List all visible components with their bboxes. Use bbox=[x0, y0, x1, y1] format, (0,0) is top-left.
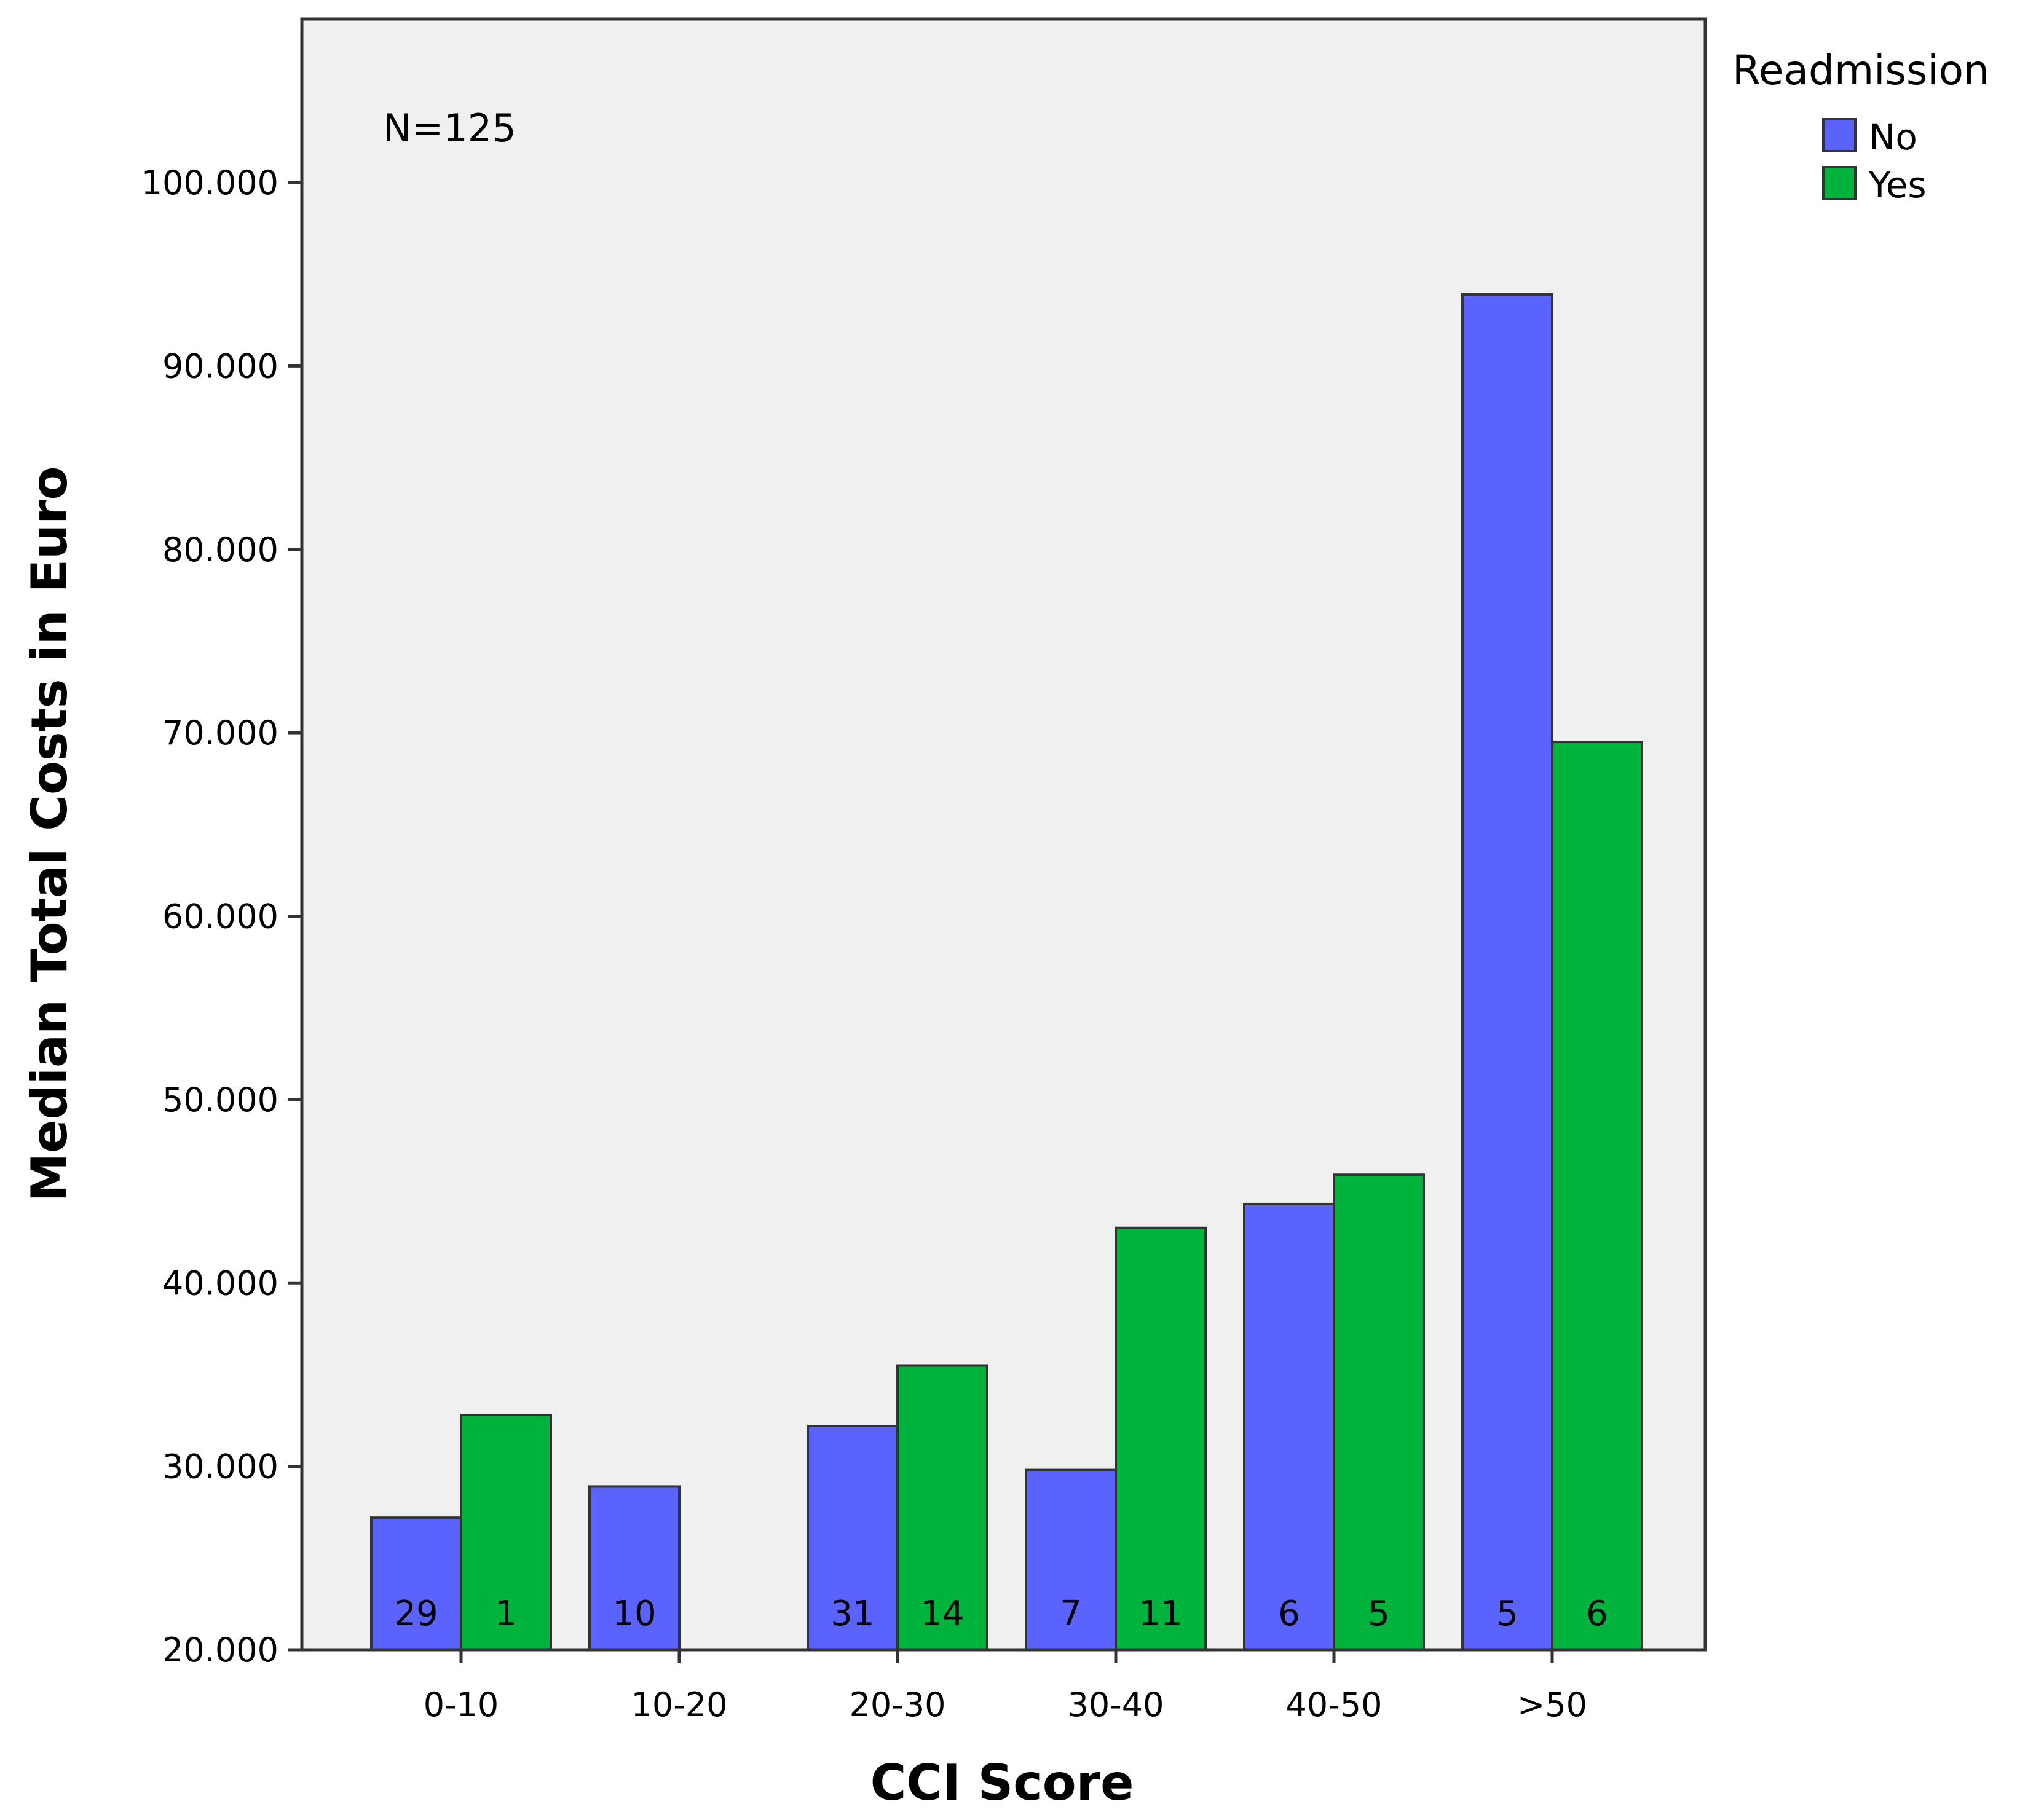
y-tick-label: 30.000 bbox=[162, 1448, 278, 1486]
bar-count-label: 10 bbox=[612, 1594, 656, 1634]
y-tick-label: 60.000 bbox=[162, 897, 278, 936]
y-tick-label: 80.000 bbox=[162, 530, 278, 569]
bar-yes bbox=[460, 1414, 552, 1652]
bar-count-label: 29 bbox=[394, 1594, 438, 1634]
x-tick-label: 10-20 bbox=[631, 1685, 728, 1724]
legend-label-no: No bbox=[1869, 116, 1917, 158]
bar-no bbox=[1243, 1202, 1335, 1651]
bar-count-label: 5 bbox=[1368, 1594, 1390, 1634]
x-tick-label: 20-30 bbox=[850, 1685, 946, 1724]
x-tick-label: >50 bbox=[1517, 1685, 1587, 1724]
y-tick-label: 90.000 bbox=[162, 347, 278, 385]
bar-count-label: 1 bbox=[495, 1594, 517, 1634]
y-tick-label: 40.000 bbox=[162, 1264, 278, 1302]
y-tick-label: 20.000 bbox=[162, 1631, 278, 1669]
y-axis-title: Median Total Costs in Euro bbox=[21, 467, 78, 1202]
y-axis: 20.000 30.000 40.000 50.000 60.000 70.000 80.0… bbox=[141, 163, 302, 1669]
y-tick-label: 100.000 bbox=[141, 163, 278, 202]
bars-layer bbox=[370, 293, 1643, 1652]
legend-swatch-yes bbox=[1822, 166, 1857, 200]
legend-title: Readmission bbox=[1732, 47, 1989, 94]
y-tick-label: 70.000 bbox=[162, 714, 278, 752]
x-tick-label: 40-50 bbox=[1286, 1685, 1383, 1724]
bar-yes bbox=[1551, 741, 1643, 1651]
bar-count-label: 14 bbox=[920, 1594, 964, 1634]
legend: Readmission No Yes bbox=[1732, 47, 1989, 206]
bar-count-label: 5 bbox=[1496, 1594, 1518, 1634]
bar-count-label: 6 bbox=[1278, 1594, 1300, 1634]
legend-label-yes: Yes bbox=[1868, 164, 1927, 206]
bar-yes bbox=[1115, 1226, 1207, 1652]
bar-yes bbox=[1333, 1173, 1425, 1651]
bar-count-label: 7 bbox=[1060, 1594, 1082, 1634]
bar-no bbox=[588, 1485, 681, 1652]
x-axis: 0-10 10-20 20-30 30-40 40-50 >50 bbox=[424, 1650, 1587, 1724]
bar-no bbox=[370, 1516, 462, 1651]
x-axis-title: CCI Score bbox=[870, 1754, 1134, 1811]
bar-no bbox=[1461, 293, 1553, 1651]
bar-count-labels: 29 1 10 31 14 7 11 6 5 5 6 bbox=[394, 1594, 1608, 1634]
sample-size-annotation: N=125 bbox=[383, 106, 516, 151]
y-tick-label: 50.000 bbox=[162, 1081, 278, 1119]
bar-count-label: 6 bbox=[1586, 1594, 1608, 1634]
x-tick-label: 30-40 bbox=[1068, 1685, 1164, 1724]
legend-swatch-no bbox=[1822, 118, 1857, 152]
bar-count-label: 31 bbox=[831, 1594, 874, 1634]
x-tick-label: 0-10 bbox=[424, 1685, 499, 1724]
bar-count-label: 11 bbox=[1138, 1594, 1182, 1634]
plot-frame bbox=[300, 17, 1707, 1652]
